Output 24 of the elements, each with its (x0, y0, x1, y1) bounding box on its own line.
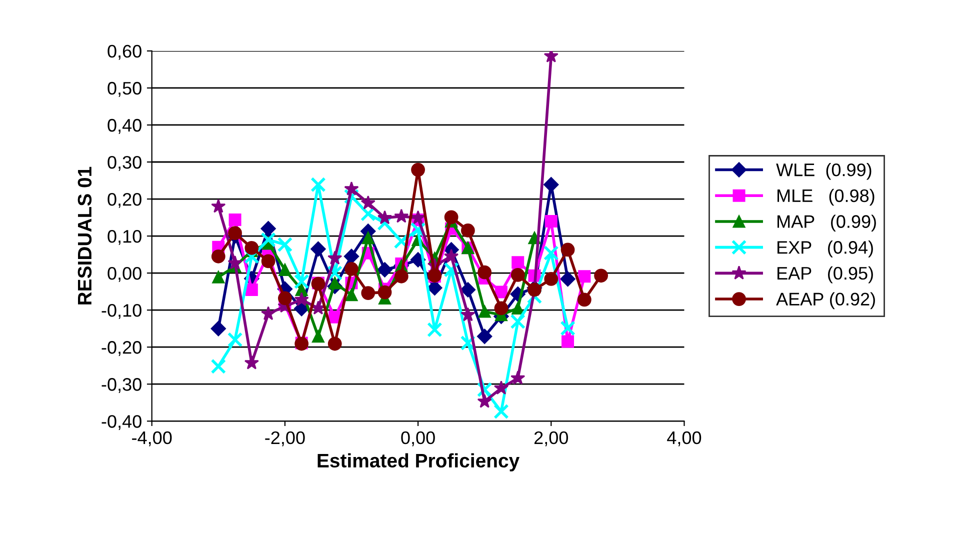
y-tick-label: 0,60 (108, 44, 142, 60)
y-tick-label: 0,50 (108, 82, 142, 97)
y-tick-label: -0,40 (102, 415, 142, 430)
y-tick-label: 0,20 (108, 192, 142, 208)
y-tick-label: 0,40 (108, 118, 142, 134)
x-tick-label: 0,00 (401, 431, 435, 446)
legend-label: AEAP (0.92) (776, 292, 875, 310)
x-tick-label: -4,00 (132, 431, 172, 446)
x-tick-label: 4,00 (667, 431, 702, 446)
y-tick-label: -0,10 (102, 304, 142, 319)
y-tick-label: 0,30 (108, 156, 142, 171)
y-tick-label: -0,30 (102, 378, 142, 393)
legend-label: MAP (0.99) (778, 214, 876, 232)
y-tick-label: -0,20 (102, 341, 142, 356)
x-tick-label: 2,00 (534, 431, 568, 446)
legend-label: EXP (0.94) (778, 240, 873, 258)
y-axis-title: RESIDUALS 01 (78, 166, 92, 304)
x-tick-label: -2,00 (265, 431, 305, 446)
legend-label: WLE (0.99) (776, 162, 872, 180)
x-axis-title: Estimated Proficiency (318, 453, 520, 472)
legend-label: EAP (0.95) (778, 266, 873, 284)
legend-label: MLE (0.98) (778, 188, 874, 206)
y-tick-label: 0,00 (108, 266, 142, 282)
y-tick-label: 0,10 (108, 230, 142, 245)
